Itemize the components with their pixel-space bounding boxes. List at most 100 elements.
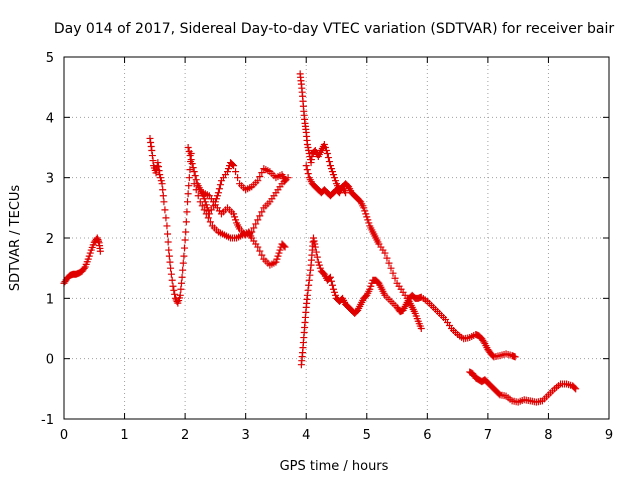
data-point — [192, 186, 200, 194]
data-point — [248, 228, 256, 236]
data-point — [328, 168, 336, 176]
data-point — [155, 167, 163, 175]
data-point — [234, 174, 242, 182]
data-point — [80, 264, 88, 272]
y-tick-label: 3 — [46, 172, 54, 187]
data-point — [309, 234, 317, 242]
data-point — [342, 189, 350, 197]
series-seg4 — [190, 180, 289, 269]
y-tick-label: 0 — [46, 353, 54, 368]
data-point — [171, 290, 179, 298]
data-point — [305, 276, 313, 284]
series-seg8 — [297, 234, 519, 369]
data-point — [383, 254, 391, 262]
data-point — [154, 163, 162, 171]
data-point — [167, 264, 175, 272]
data-point — [417, 325, 425, 332]
data-point — [86, 249, 94, 257]
data-point — [96, 247, 104, 255]
data-point — [185, 182, 193, 190]
y-tick-labels: -1 0 1 2 3 4 5 — [41, 51, 54, 428]
data-point — [181, 244, 189, 252]
data-point — [167, 270, 175, 278]
data-point — [157, 177, 165, 185]
series-seg9 — [466, 368, 580, 406]
data-point — [186, 152, 194, 160]
data-point — [320, 140, 328, 148]
data-point — [311, 240, 319, 248]
data-point — [330, 288, 338, 296]
y-tick-label: 5 — [46, 51, 54, 66]
data-point — [185, 174, 193, 182]
data-point — [363, 213, 371, 221]
data-point — [367, 282, 375, 290]
data-point — [381, 249, 389, 257]
series-seg1 — [60, 234, 104, 287]
data-point — [281, 177, 289, 185]
data-point — [256, 212, 264, 220]
data-point — [154, 159, 162, 167]
data-point — [391, 274, 399, 282]
data-point — [166, 258, 174, 266]
data-point — [256, 247, 264, 255]
data-point — [164, 238, 172, 246]
data-point — [216, 181, 224, 189]
grid-lines — [64, 57, 609, 419]
data-point — [331, 291, 339, 299]
data-point — [389, 269, 397, 277]
data-point — [326, 162, 334, 170]
x-tick-label: 6 — [423, 428, 431, 443]
x-tick-label: 1 — [120, 428, 128, 443]
data-point — [331, 177, 339, 185]
data-point — [147, 138, 155, 146]
series-seg2 — [146, 134, 195, 307]
data-point — [200, 195, 208, 203]
data-point — [187, 156, 195, 164]
data-point — [306, 266, 314, 274]
data-point — [256, 173, 264, 181]
data-point — [312, 248, 320, 256]
data-point — [202, 210, 210, 218]
data-point — [169, 282, 177, 290]
data-point — [183, 208, 191, 216]
data-point — [94, 236, 102, 244]
data-point — [313, 253, 321, 261]
data-point — [165, 246, 173, 254]
data-point — [179, 266, 187, 274]
data-point — [326, 273, 334, 281]
data-point — [184, 144, 192, 151]
data-point — [327, 165, 335, 173]
data-point — [84, 255, 92, 263]
data-point — [189, 164, 197, 172]
data-point — [162, 214, 170, 222]
data-point — [284, 174, 292, 182]
data-point — [365, 219, 373, 227]
data-point — [146, 134, 154, 142]
data-point — [305, 147, 313, 155]
data-point — [511, 353, 519, 361]
data-point — [315, 261, 323, 269]
data-point — [192, 176, 200, 184]
data-point — [254, 243, 262, 251]
data-point — [153, 162, 161, 170]
x-tick-labels: 0 1 2 3 4 5 6 7 8 9 — [60, 428, 613, 443]
data-point — [213, 192, 221, 200]
data-point — [159, 186, 167, 194]
data-point — [230, 210, 238, 218]
data-point — [329, 171, 337, 179]
data-point — [273, 255, 281, 263]
data-point — [275, 249, 283, 257]
data-point — [206, 218, 214, 226]
data-point — [364, 216, 372, 224]
data-point — [173, 298, 181, 306]
data-point — [280, 242, 288, 250]
data-point — [232, 216, 240, 224]
data-point — [180, 252, 188, 260]
data-point — [156, 171, 164, 179]
data-point — [164, 230, 172, 238]
data-point — [252, 220, 260, 228]
data-point — [360, 204, 368, 212]
data-point — [93, 234, 101, 242]
data-point — [184, 190, 192, 198]
